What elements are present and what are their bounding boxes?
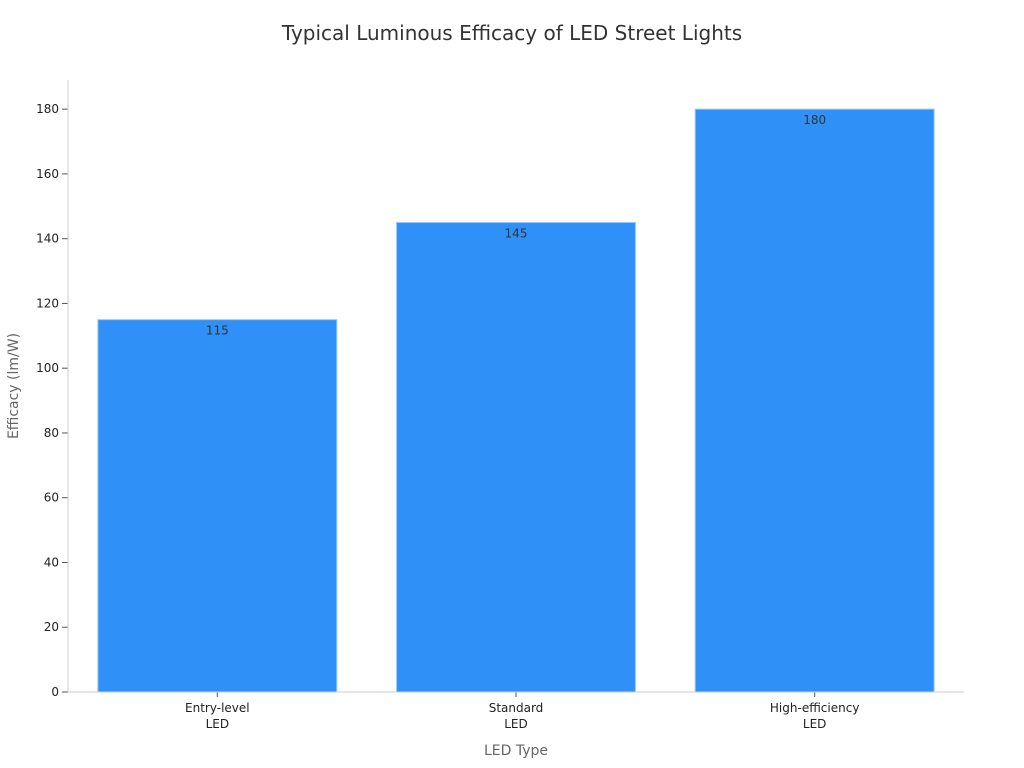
y-tick-label: 0 (51, 685, 59, 699)
x-axis-ticks: Entry-level LED Standard LED High-efficiency… (185, 692, 859, 731)
data-label: 180 (803, 113, 826, 127)
bars (97, 108, 935, 693)
x-axis-label: LED Type (484, 743, 548, 759)
y-axis-ticks: 0 20 40 60 80 100 120 140 160 180 (36, 102, 68, 699)
chart-title: Typical Luminous Efficacy of LED Street … (281, 21, 742, 45)
data-labels: 115 145 180 (206, 113, 826, 337)
x-tick-label: High-efficiency LED (770, 701, 860, 731)
y-tick-label: 160 (36, 167, 59, 181)
bar (97, 319, 338, 693)
y-tick-label: 60 (44, 491, 59, 505)
y-tick-label: 20 (44, 620, 59, 634)
bar (694, 108, 935, 693)
x-tick-label: Entry-level LED (185, 701, 250, 731)
y-tick-label: 140 (36, 232, 59, 246)
bar (396, 221, 636, 693)
y-tick-label: 100 (36, 361, 59, 375)
data-label: 115 (206, 324, 229, 338)
y-tick-label: 40 (44, 555, 59, 569)
y-axis-label: Efficacy (lm/W) (6, 333, 22, 439)
x-tick-label: Standard LED (489, 701, 544, 731)
y-tick-label: 80 (44, 426, 59, 440)
y-tick-label: 180 (36, 102, 59, 116)
data-label: 145 (505, 226, 528, 240)
y-tick-label: 120 (36, 296, 59, 310)
